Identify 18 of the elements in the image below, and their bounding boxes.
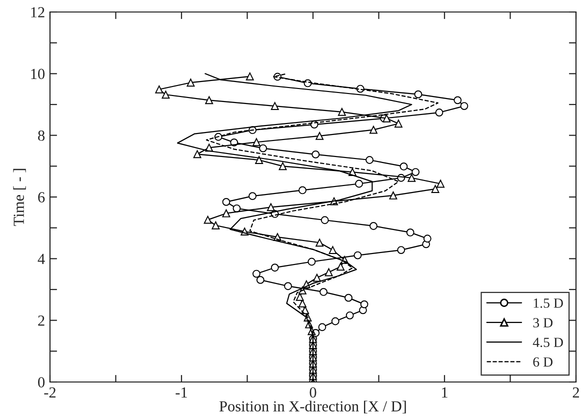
x-tick-label: 2: [572, 387, 579, 398]
y-tick-label: 4: [38, 254, 45, 264]
y-tick-label: 6: [38, 192, 45, 202]
x-tick-label: 0: [310, 387, 316, 398]
legend-label: 1.5 D: [534, 298, 563, 308]
y-tick-label: 0: [38, 377, 45, 388]
y-tick-label: 8: [38, 130, 45, 141]
legend-label: 4.5 D: [532, 338, 563, 348]
y-tick-label: 12: [31, 7, 44, 18]
y-tick-label: 2: [38, 316, 44, 326]
y-axis-title: Time [ - ]: [13, 168, 26, 226]
x-tick-label: -1: [176, 387, 187, 398]
x-tick-label: 1: [442, 387, 448, 398]
legend-label: 3 D: [533, 318, 553, 328]
legend-label: 6 D: [533, 357, 553, 367]
x-tick-label: -2: [44, 387, 56, 398]
x-axis-title: Position in X-direction [X / D]: [219, 400, 406, 414]
y-tick-label: 10: [31, 68, 45, 80]
